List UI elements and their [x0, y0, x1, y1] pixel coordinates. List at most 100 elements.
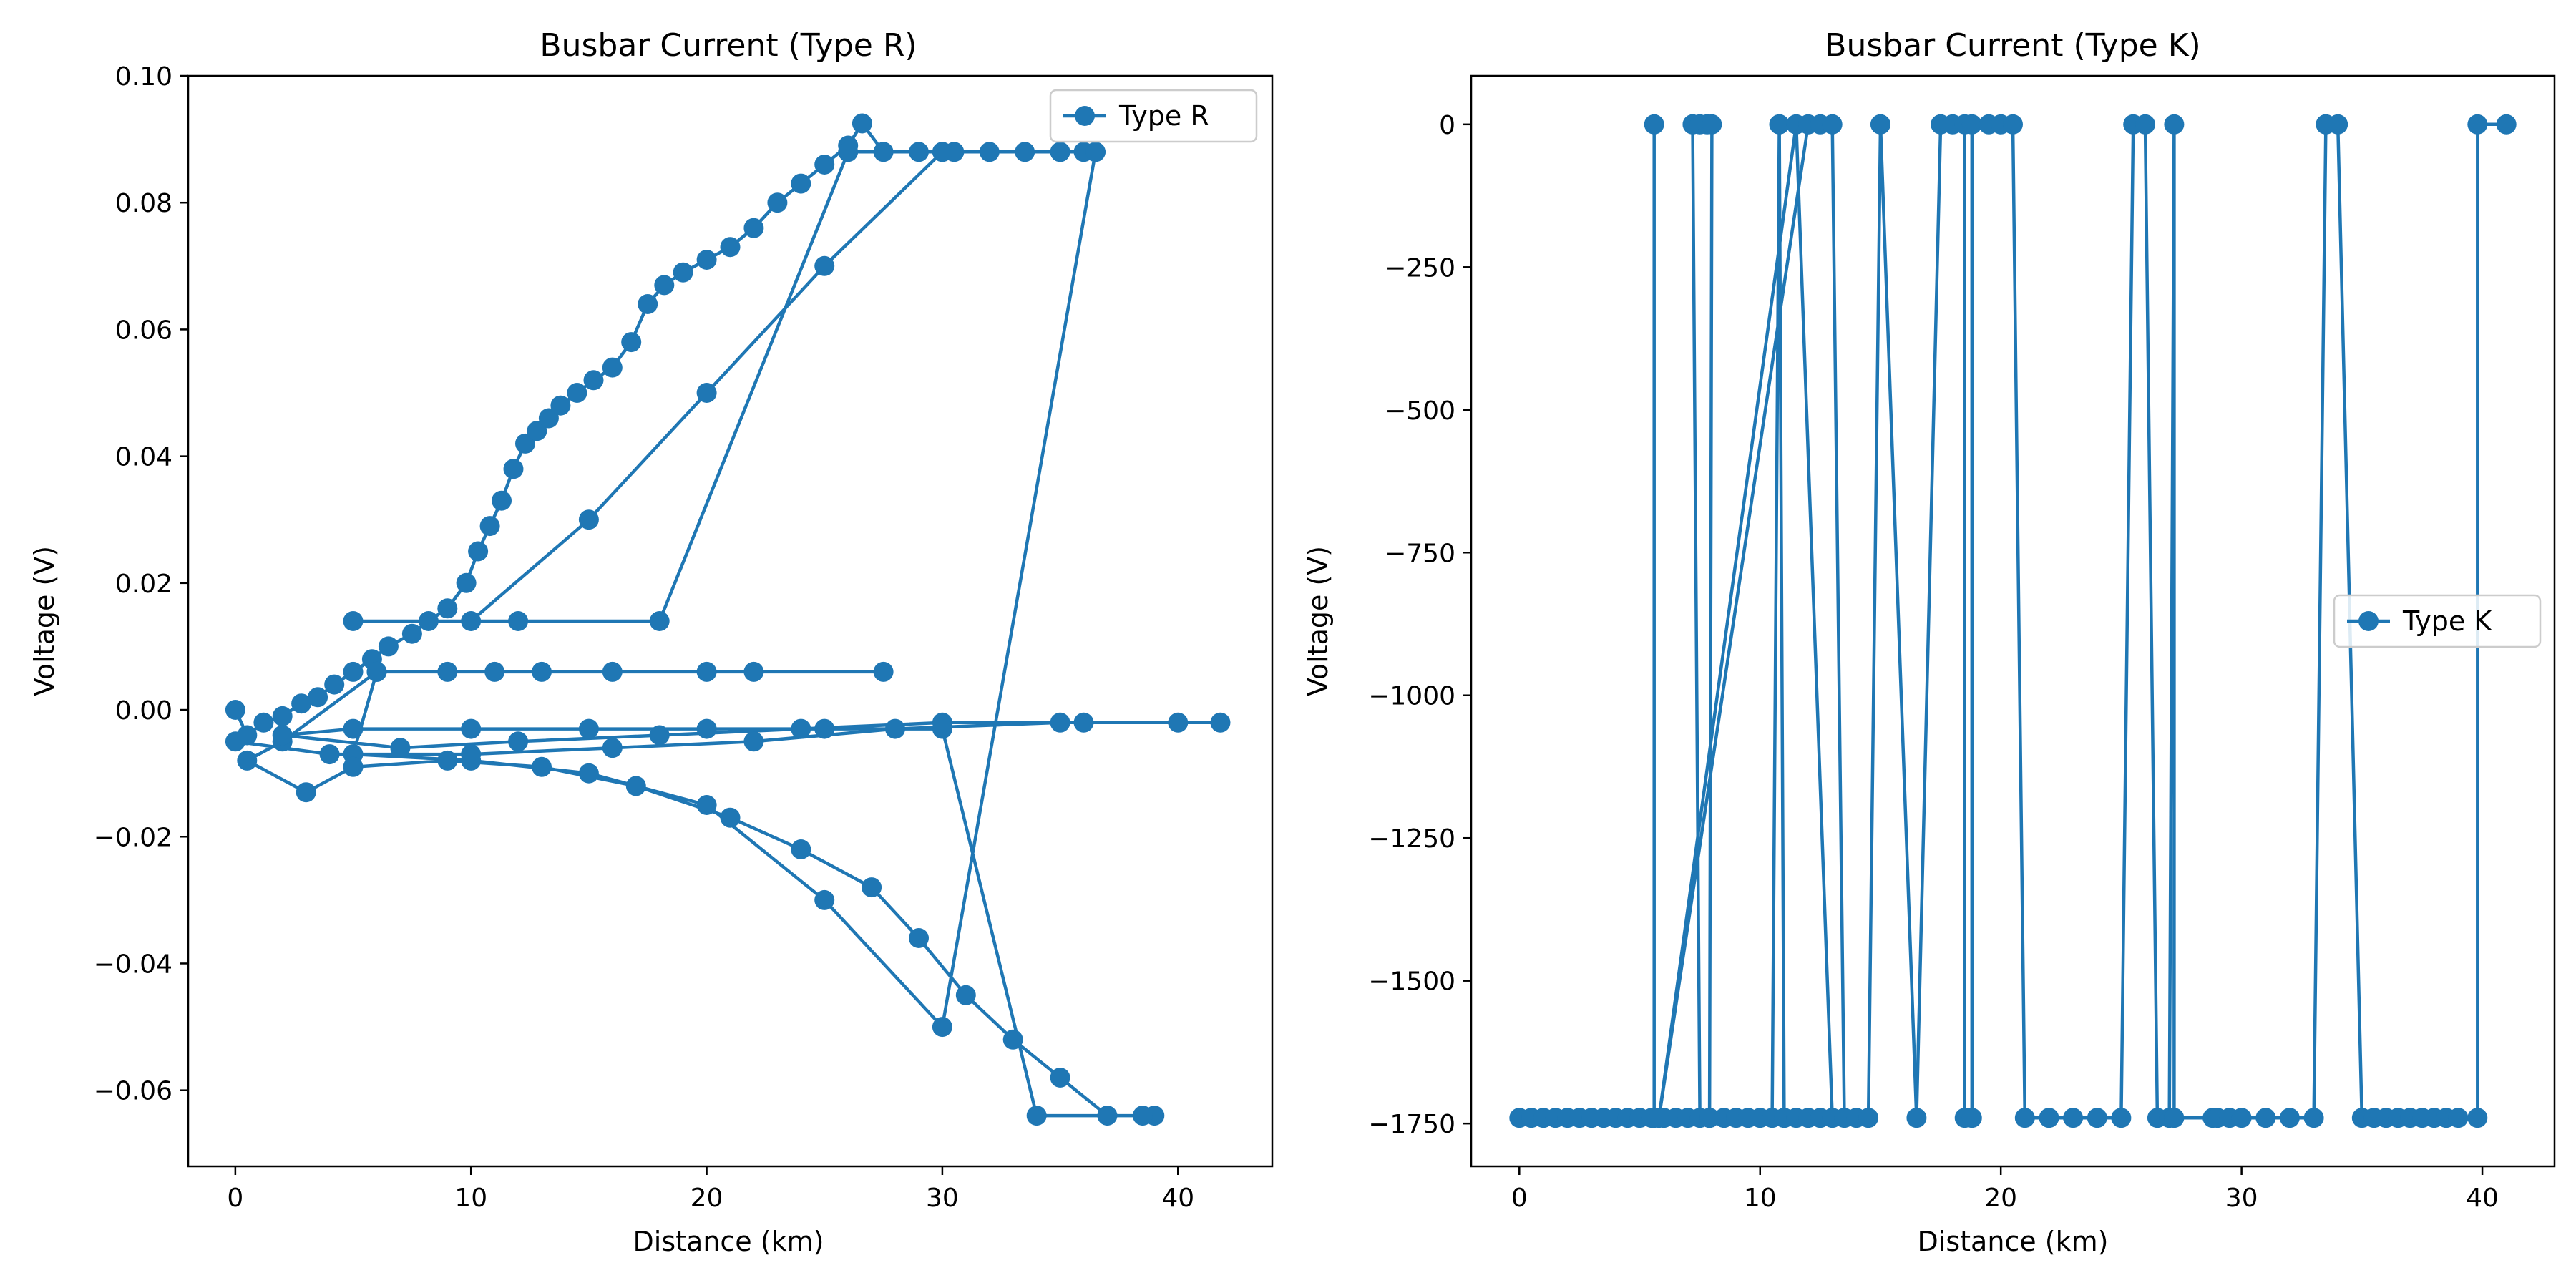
- data-point: [291, 693, 312, 714]
- data-point: [456, 572, 477, 593]
- data-point: [720, 237, 741, 258]
- data-point: [673, 262, 693, 283]
- x-axis-label: Distance (km): [633, 1226, 824, 1257]
- data-point: [508, 611, 529, 631]
- data-point: [649, 611, 670, 631]
- data-point: [272, 725, 293, 746]
- y-tick-label: −250: [1385, 253, 1455, 283]
- data-point: [791, 173, 811, 194]
- data-point: [578, 718, 599, 739]
- data-point: [743, 661, 764, 682]
- data-point: [1050, 142, 1070, 162]
- y-axis-label: Voltage (V): [29, 546, 60, 696]
- data-point: [814, 155, 835, 175]
- data-point: [696, 250, 717, 270]
- legend-box: [1049, 89, 1258, 143]
- data-point: [638, 294, 658, 314]
- data-point: [696, 661, 717, 682]
- x-tick-label: 0: [1511, 1184, 1528, 1213]
- data-point: [2164, 1108, 2185, 1128]
- data-point: [602, 357, 623, 378]
- data-point: [319, 744, 340, 765]
- y-tick-label: 0.02: [115, 570, 172, 599]
- data-point: [583, 370, 604, 391]
- y-tick-label: 0.00: [115, 696, 172, 726]
- y-tick-label: −0.04: [94, 950, 172, 979]
- data-point: [602, 661, 623, 682]
- y-tick-label: 0.04: [115, 443, 172, 472]
- x-tick-label: 0: [227, 1184, 243, 1213]
- data-point: [1649, 1108, 1669, 1128]
- data-point: [743, 731, 764, 752]
- x-tick-label: 40: [2466, 1184, 2499, 1213]
- y-tick-label: −1500: [1368, 967, 1455, 997]
- series-line: [233, 122, 1222, 1118]
- data-point: [343, 661, 364, 682]
- data-point: [1015, 142, 1035, 162]
- data-point: [1858, 1108, 1879, 1128]
- data-point: [225, 731, 245, 752]
- data-point: [461, 744, 482, 765]
- axes-frame: [1470, 74, 2556, 1168]
- data-point: [2087, 1108, 2107, 1128]
- data-point: [720, 807, 741, 828]
- data-point: [909, 928, 929, 948]
- y-axis-label: Voltage (V): [1302, 546, 1334, 696]
- data-point: [532, 756, 552, 777]
- data-point: [838, 142, 859, 162]
- data-point: [515, 433, 535, 454]
- data-point: [814, 718, 835, 739]
- data-point: [578, 763, 599, 784]
- data-point: [852, 113, 872, 134]
- y-tick-label: −1750: [1368, 1110, 1455, 1139]
- data-point: [696, 795, 717, 815]
- data-point: [885, 718, 905, 739]
- data-point: [2231, 1108, 2252, 1128]
- data-point: [468, 541, 489, 562]
- data-point: [1132, 1106, 1153, 1126]
- data-point: [461, 718, 482, 739]
- x-axis-label: Distance (km): [1918, 1226, 2109, 1257]
- data-point: [621, 332, 642, 353]
- legend-box: [2333, 594, 2542, 648]
- data-point: [253, 712, 274, 733]
- data-point: [1961, 114, 1982, 135]
- data-point: [955, 985, 976, 1005]
- data-point: [909, 142, 929, 162]
- data-point: [862, 877, 882, 898]
- data-point: [532, 661, 552, 682]
- legend-marker: [2358, 611, 2379, 631]
- data-point: [696, 383, 717, 403]
- data-point: [225, 700, 245, 720]
- data-point: [484, 661, 505, 682]
- y-tick-label: −500: [1385, 396, 1455, 426]
- data-point: [1210, 712, 1231, 733]
- data-point: [237, 750, 258, 771]
- data-point: [743, 218, 764, 238]
- data-point: [272, 706, 293, 726]
- y-tick-label: −750: [1385, 539, 1455, 568]
- data-point: [2111, 1108, 2132, 1128]
- y-tick-label: 0.06: [115, 316, 172, 345]
- data-point: [2135, 114, 2155, 135]
- y-tick-label: 0: [1439, 111, 1455, 140]
- data-point: [1702, 114, 1722, 135]
- y-tick-label: 0.08: [115, 189, 172, 218]
- plot-area: [1509, 114, 2517, 1128]
- data-point: [654, 275, 675, 296]
- axes-frame: [187, 74, 1274, 1168]
- data-point: [324, 674, 345, 695]
- data-point: [814, 889, 835, 910]
- x-tick-label: 20: [1984, 1184, 2017, 1213]
- data-point: [2448, 1108, 2469, 1128]
- data-point: [873, 661, 894, 682]
- data-point: [2328, 114, 2348, 135]
- data-point: [2063, 1108, 2084, 1128]
- data-point: [567, 383, 587, 403]
- data-point: [343, 718, 364, 739]
- data-point: [1050, 1068, 1070, 1088]
- data-point: [390, 738, 411, 758]
- data-point: [1085, 142, 1106, 162]
- data-point: [2164, 114, 2185, 135]
